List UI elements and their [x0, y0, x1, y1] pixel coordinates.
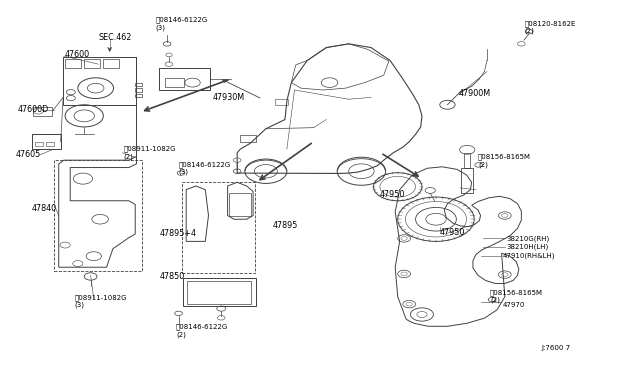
Text: 38210H(LH): 38210H(LH) [506, 244, 548, 250]
Text: Ⓒ08146-6122G
(3): Ⓒ08146-6122G (3) [179, 161, 231, 175]
Text: 47840: 47840 [31, 203, 56, 213]
Bar [229, 193, 251, 215]
Text: Ⓒ08156-8165M
(2): Ⓒ08156-8165M (2) [490, 289, 543, 303]
Bar [32, 134, 61, 149]
Text: ⓝ08911-1082G
(2): ⓝ08911-1082G (2) [124, 146, 176, 160]
Text: 47605: 47605 [15, 151, 41, 160]
Text: 47950: 47950 [380, 190, 405, 199]
Text: 47900M: 47900M [459, 89, 491, 98]
Bar [84, 59, 100, 68]
Bar [135, 94, 141, 97]
Bar [183, 278, 256, 306]
Text: 47600: 47600 [65, 51, 90, 60]
Bar [65, 59, 81, 68]
Text: Ⓒ08156-8165M
(2): Ⓒ08156-8165M (2) [478, 154, 531, 168]
Text: 47950: 47950 [440, 228, 465, 237]
Text: Ⓒ08146-6122G
(2): Ⓒ08146-6122G (2) [176, 324, 228, 338]
Bar [33, 107, 52, 116]
Bar [241, 135, 256, 142]
Text: 47970: 47970 [502, 302, 525, 308]
Bar [187, 281, 250, 304]
Bar [182, 182, 255, 273]
Bar [46, 142, 54, 147]
Bar [461, 167, 473, 193]
Text: J:7600 7: J:7600 7 [541, 345, 571, 351]
Bar [164, 78, 184, 87]
Text: 47895+4: 47895+4 [159, 230, 196, 238]
Text: ⓝ08911-1082G
(3): ⓝ08911-1082G (3) [75, 294, 127, 308]
Bar [135, 88, 141, 92]
Text: 47600D: 47600D [17, 105, 49, 115]
Bar [103, 59, 119, 68]
Bar [63, 57, 136, 105]
Bar [54, 160, 141, 271]
Bar [135, 83, 141, 86]
Text: 47895: 47895 [272, 221, 298, 230]
Text: 38210G(RH): 38210G(RH) [506, 235, 549, 242]
Text: 47850: 47850 [159, 272, 185, 281]
Text: SEC.462: SEC.462 [99, 33, 132, 42]
Bar [159, 68, 211, 90]
Bar [275, 99, 288, 105]
Bar [464, 153, 470, 167]
Text: Ⓒ08120-8162E
(2): Ⓒ08120-8162E (2) [525, 20, 576, 34]
Text: 47930M: 47930M [213, 93, 245, 102]
Bar [35, 142, 43, 147]
Text: 47910(RH&LH): 47910(RH&LH) [502, 253, 555, 259]
Text: Ⓒ08146-6122G
(3): Ⓒ08146-6122G (3) [156, 16, 208, 31]
